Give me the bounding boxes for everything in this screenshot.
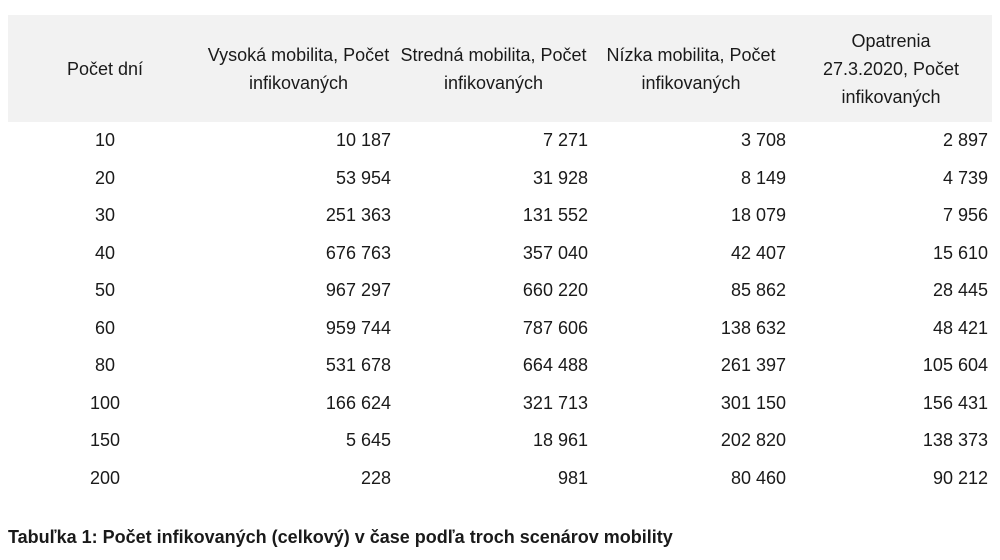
- infected-count-cell: 228: [360, 467, 391, 488]
- infected-count-cell: 28 445: [932, 280, 988, 301]
- infected-count-cell: 531 678: [325, 355, 391, 376]
- infected-count-cell: 131 552: [522, 205, 588, 226]
- infected-count-cell: 18 079: [730, 205, 786, 226]
- column-header: Vysoká mobilita, Počet infikovaných: [202, 15, 395, 122]
- infected-count-cell: 85 862: [730, 280, 786, 301]
- table-row: 60 959 744 787 606 138 632 48 421: [8, 310, 992, 348]
- infected-count-cell: 156 431: [922, 392, 988, 413]
- days-cell: 40: [94, 242, 116, 263]
- infected-count-cell: 787 606: [522, 317, 588, 338]
- infected-count-cell: 42 407: [730, 242, 786, 263]
- table-row: 30 251 363 131 552 18 079 7 956: [8, 197, 992, 235]
- days-cell: 50: [94, 280, 116, 301]
- days-cell: 10: [94, 130, 116, 151]
- infected-count-cell: 981: [557, 467, 588, 488]
- table-row: 10 10 187 7 271 3 708 2 897: [8, 122, 992, 160]
- table-row: 40 676 763 357 040 42 407 15 610: [8, 235, 992, 273]
- infected-count-cell: 2 897: [942, 130, 988, 151]
- days-cell: 150: [89, 430, 121, 451]
- infected-count-cell: 10 187: [335, 130, 391, 151]
- infected-count-cell: 261 397: [720, 355, 786, 376]
- infected-count-cell: 48 421: [932, 317, 988, 338]
- infected-count-cell: 166 624: [325, 392, 391, 413]
- infected-count-cell: 138 373: [922, 430, 988, 451]
- days-cell: 80: [94, 355, 116, 376]
- table-caption: Tabuľka 1: Počet infikovaných (celkový) …: [8, 527, 673, 547]
- infected-count-cell: 80 460: [730, 467, 786, 488]
- infected-count-cell: 15 610: [932, 242, 988, 263]
- infected-count-cell: 53 954: [335, 167, 391, 188]
- infected-count-cell: 8 149: [740, 167, 786, 188]
- infected-count-cell: 138 632: [720, 317, 786, 338]
- infected-count-cell: 664 488: [522, 355, 588, 376]
- infected-count-cell: 31 928: [532, 167, 588, 188]
- table-row: 20 53 954 31 928 8 149 4 739: [8, 160, 992, 198]
- infected-count-cell: 4 739: [942, 167, 988, 188]
- infected-count-cell: 202 820: [720, 430, 786, 451]
- infected-count-cell: 959 744: [325, 317, 391, 338]
- days-cell: 20: [94, 167, 116, 188]
- infected-count-cell: 5 645: [345, 430, 391, 451]
- infected-count-cell: 321 713: [522, 392, 588, 413]
- days-cell: 200: [89, 467, 121, 488]
- infected-count-cell: 7 271: [542, 130, 588, 151]
- days-cell: 100: [89, 392, 121, 413]
- days-cell: 60: [94, 317, 116, 338]
- infected-count-cell: 18 961: [532, 430, 588, 451]
- table-row: 80 531 678 664 488 261 397 105 604: [8, 347, 992, 385]
- column-header: Nízka mobilita, Počet infikovaných: [592, 15, 790, 122]
- infected-count-cell: 357 040: [522, 242, 588, 263]
- table-row: 100 166 624 321 713 301 150 156 431: [8, 385, 992, 423]
- table-row: 200 228 981 80 460 90 212: [8, 460, 992, 498]
- column-header: Stredná mobilita, Počet infikovaných: [395, 15, 592, 122]
- infected-count-cell: 90 212: [932, 467, 988, 488]
- infected-count-cell: 105 604: [922, 355, 988, 376]
- days-cell: 30: [94, 205, 116, 226]
- table-row: 150 5 645 18 961 202 820 138 373: [8, 422, 992, 460]
- column-header: Počet dní: [8, 15, 202, 122]
- infected-count-cell: 967 297: [325, 280, 391, 301]
- infected-count-cell: 3 708: [740, 130, 786, 151]
- table-row: 50 967 297 660 220 85 862 28 445: [8, 272, 992, 310]
- table-header-row: Počet dní Vysoká mobilita, Počet infikova…: [8, 15, 992, 122]
- infected-count-cell: 660 220: [522, 280, 588, 301]
- infected-count-cell: 301 150: [720, 392, 786, 413]
- infections-table: Počet dní Vysoká mobilita, Počet infikova…: [8, 15, 992, 497]
- column-header: Opatrenia 27.3.2020, Počet infikovaných: [790, 15, 992, 122]
- infected-count-cell: 676 763: [325, 242, 391, 263]
- infected-count-cell: 251 363: [325, 205, 391, 226]
- infected-count-cell: 7 956: [942, 205, 988, 226]
